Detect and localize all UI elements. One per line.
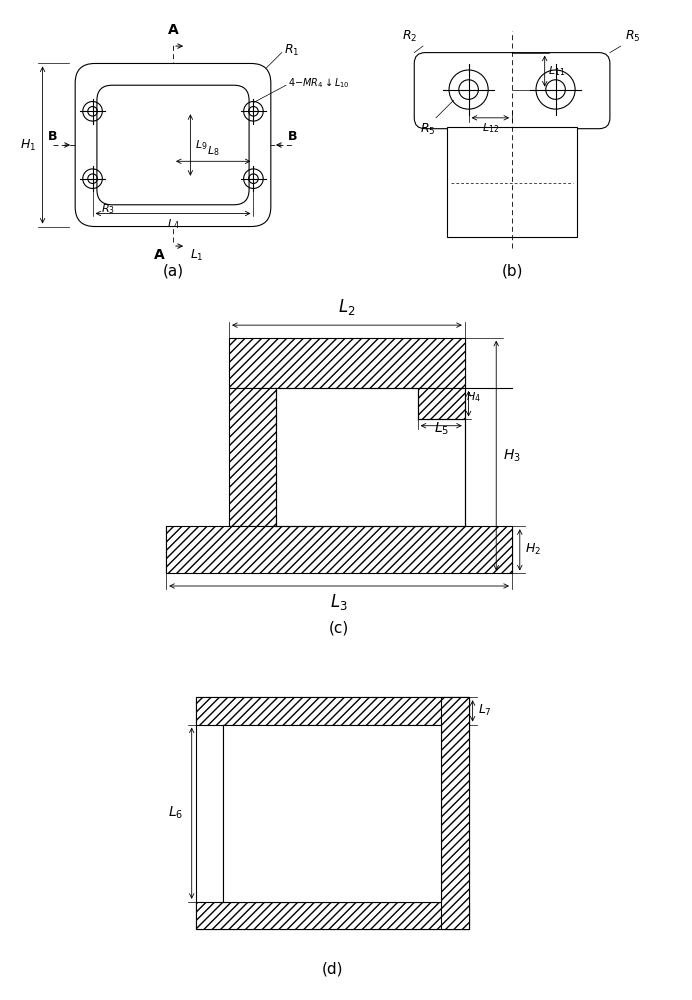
Bar	[166, 526, 512, 573]
Bar	[229, 338, 465, 388]
Bar	[229, 338, 465, 388]
Text: $R_5$: $R_5$	[625, 29, 641, 44]
Bar	[418, 388, 465, 419]
Bar	[441, 697, 468, 929]
Text: $L_{11}$: $L_{11}$	[548, 64, 565, 78]
Text: $R_2$: $R_2$	[402, 29, 417, 44]
Text: $R_5$: $R_5$	[419, 122, 435, 137]
Bar	[196, 697, 468, 725]
Text: $L_2$: $L_2$	[338, 297, 356, 317]
Text: B: B	[288, 130, 298, 143]
Text: (a): (a)	[163, 263, 183, 278]
Text: B: B	[48, 130, 58, 143]
Text: $L_4$: $L_4$	[167, 217, 179, 231]
Bar	[418, 388, 465, 419]
Text: $H_3$: $H_3$	[502, 447, 520, 464]
FancyBboxPatch shape	[75, 63, 271, 227]
Bar	[166, 526, 512, 573]
Text: (b): (b)	[501, 263, 523, 278]
Text: $L_6$: $L_6$	[168, 805, 183, 821]
FancyBboxPatch shape	[415, 53, 610, 129]
Text: (c): (c)	[329, 621, 349, 636]
Text: $L_5$: $L_5$	[434, 421, 449, 437]
Bar	[229, 388, 276, 526]
Bar	[196, 697, 468, 725]
Bar	[196, 902, 468, 929]
FancyBboxPatch shape	[97, 85, 249, 205]
Bar	[441, 697, 468, 929]
Text: (d): (d)	[321, 962, 343, 977]
Text: A: A	[167, 23, 179, 37]
Bar	[196, 902, 468, 929]
Bar	[223, 725, 441, 902]
Text: $R_3$: $R_3$	[101, 203, 115, 216]
Text: $4\mathit{-MR}_4\downarrow\mathit{L}_{10}$: $4\mathit{-MR}_4\downarrow\mathit{L}_{10…	[288, 76, 350, 90]
Text: A: A	[154, 248, 164, 262]
Text: $L_{12}$: $L_{12}$	[482, 121, 499, 135]
Text: $L_3$: $L_3$	[330, 592, 348, 612]
Text: $H_1$: $H_1$	[20, 137, 36, 153]
Text: $L_7$: $L_7$	[478, 703, 492, 718]
Text: $R_1$: $R_1$	[284, 43, 299, 58]
Text: $H_4$: $H_4$	[466, 391, 481, 404]
Text: $L_1$: $L_1$	[190, 248, 204, 263]
Bar	[447, 127, 577, 237]
Text: $L_9$: $L_9$	[194, 138, 208, 152]
Bar	[196, 697, 468, 929]
Text: $H_2$: $H_2$	[525, 542, 540, 557]
Text: $L_8$: $L_8$	[207, 144, 219, 158]
Bar	[229, 388, 276, 526]
